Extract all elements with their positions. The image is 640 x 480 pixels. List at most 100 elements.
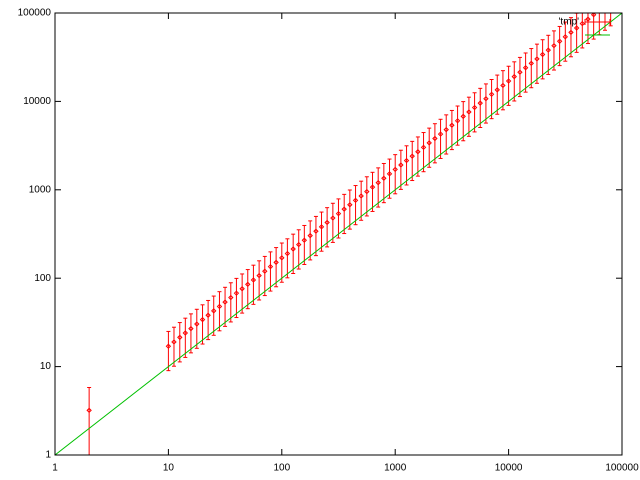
point — [205, 312, 211, 318]
y-tick-label: 1000 — [29, 184, 52, 195]
x-tick-label: 1000 — [384, 463, 407, 474]
error-bar — [381, 162, 386, 204]
x-tick-label: 10000 — [495, 463, 523, 474]
point — [432, 135, 438, 142]
point — [585, 16, 591, 22]
point — [488, 91, 495, 97]
point — [420, 144, 427, 151]
error-bar — [166, 330, 171, 372]
point — [415, 149, 421, 155]
error-bar — [393, 154, 398, 195]
error-bar — [500, 70, 505, 111]
error-bar — [319, 211, 324, 252]
point — [273, 259, 279, 266]
point — [211, 308, 217, 314]
error-bar — [523, 52, 528, 93]
error-bar — [177, 322, 182, 363]
error-bar — [171, 326, 176, 367]
error-bar — [268, 251, 273, 292]
error-bar — [517, 56, 522, 98]
error-bar — [183, 317, 188, 358]
point — [313, 228, 319, 234]
error-bar — [194, 308, 199, 349]
error-bar — [217, 291, 222, 332]
error-bar — [359, 180, 364, 221]
error-bar — [421, 132, 426, 173]
error-bar — [557, 25, 562, 67]
error-bar — [602, 13, 607, 31]
error-bar — [512, 61, 517, 102]
y-tick-label: 100 — [34, 273, 51, 284]
point — [539, 51, 546, 58]
error-bar — [404, 145, 409, 186]
point — [86, 407, 92, 414]
point — [250, 277, 257, 283]
plot-area — [55, 13, 622, 455]
point — [171, 339, 177, 345]
point — [330, 215, 336, 221]
error-bar — [466, 96, 471, 137]
point — [194, 321, 200, 327]
error-bar — [563, 21, 568, 62]
error-bar — [291, 233, 296, 275]
line — [55, 13, 622, 455]
error-bar — [551, 30, 556, 71]
error-bar — [188, 313, 193, 354]
point — [239, 286, 245, 292]
error-bar — [398, 149, 403, 190]
point — [284, 250, 291, 257]
error-bar — [313, 215, 318, 257]
point — [290, 246, 296, 252]
error-bar — [580, 13, 585, 49]
point — [262, 268, 268, 274]
point — [398, 162, 404, 168]
y-tick-label: 10 — [40, 361, 52, 372]
y-tick-label: 10000 — [23, 96, 51, 107]
error-bar — [308, 220, 313, 261]
error-bar — [608, 13, 613, 27]
point — [375, 179, 381, 186]
point — [471, 104, 478, 111]
point — [511, 73, 517, 80]
point — [460, 113, 466, 120]
error-bar — [438, 118, 443, 159]
error-bar — [546, 34, 551, 75]
point — [454, 118, 461, 124]
point — [534, 56, 540, 62]
error-bar — [506, 65, 511, 106]
point — [177, 334, 183, 341]
error-bar — [568, 17, 573, 58]
point — [556, 38, 563, 44]
error-bar — [206, 299, 211, 341]
point — [222, 299, 228, 305]
error-bar — [410, 140, 415, 182]
point — [437, 131, 444, 137]
error-bar — [591, 13, 596, 40]
point — [551, 42, 557, 49]
point — [522, 65, 529, 71]
error-bar — [376, 167, 381, 208]
x-tick-label: 10 — [163, 463, 175, 474]
error-bar — [325, 207, 330, 248]
point — [188, 325, 194, 332]
point — [341, 206, 347, 212]
point — [449, 122, 455, 128]
error-bar — [245, 269, 250, 310]
point — [228, 294, 234, 301]
error-bar — [200, 304, 205, 345]
point — [386, 171, 393, 177]
point — [324, 219, 330, 226]
point — [392, 166, 398, 173]
error-bar — [415, 136, 420, 177]
error-bar — [534, 43, 539, 84]
error-bar — [347, 189, 352, 230]
point — [279, 255, 285, 261]
point — [369, 184, 376, 190]
x-tick-label: 100000 — [605, 463, 639, 474]
point — [256, 272, 262, 279]
point — [500, 82, 506, 89]
error-bar — [223, 286, 228, 327]
point — [466, 109, 472, 115]
error-bar — [285, 238, 290, 279]
